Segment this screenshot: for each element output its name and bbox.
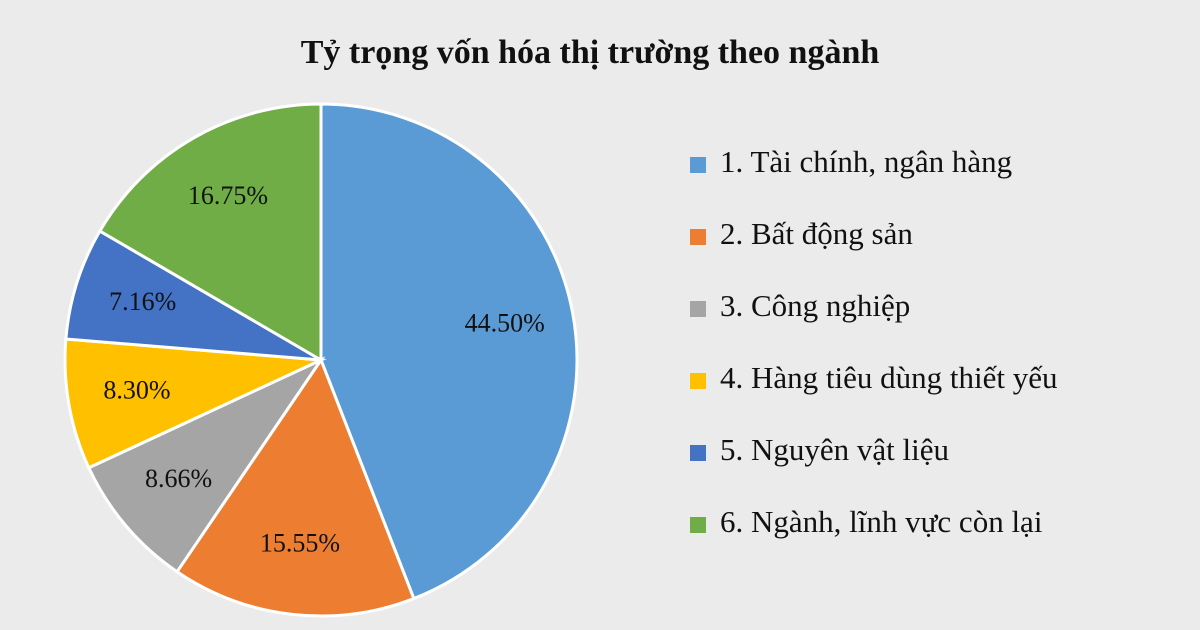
legend-swatch bbox=[690, 373, 706, 389]
data-label: 44.50% bbox=[465, 308, 545, 337]
legend-swatch bbox=[690, 445, 706, 461]
legend-label: 1. Tài chính, ngân hàng bbox=[720, 144, 1012, 179]
legend-swatch bbox=[690, 301, 706, 317]
pie-slice bbox=[64, 228, 322, 362]
legend-label: 3. Công nghiệp bbox=[720, 288, 910, 323]
legend-label: 2. Bất động sản bbox=[720, 216, 913, 251]
data-label: 15.55% bbox=[260, 529, 340, 558]
data-label: 16.75% bbox=[188, 181, 268, 210]
data-label: 8.30% bbox=[103, 376, 170, 405]
legend-swatch bbox=[690, 229, 706, 245]
legend-label: 5. Nguyên vật liệu bbox=[720, 432, 949, 467]
chart-title: Tỷ trọng vốn hóa thị trường theo ngành bbox=[301, 34, 880, 71]
pie-slice bbox=[174, 356, 416, 618]
pie-slice bbox=[63, 337, 327, 470]
legend-swatch bbox=[690, 517, 706, 533]
legend-label: 4. Hàng tiêu dùng thiết yếu bbox=[720, 360, 1058, 395]
legend-swatch bbox=[690, 157, 706, 173]
pie-slice bbox=[319, 102, 579, 601]
data-label: 7.16% bbox=[109, 287, 176, 316]
pie-slice bbox=[86, 356, 326, 574]
data-label: 8.66% bbox=[145, 464, 212, 493]
pie-slice bbox=[97, 102, 323, 363]
legend-label: 6. Ngành, lĩnh vực còn lại bbox=[720, 504, 1043, 539]
